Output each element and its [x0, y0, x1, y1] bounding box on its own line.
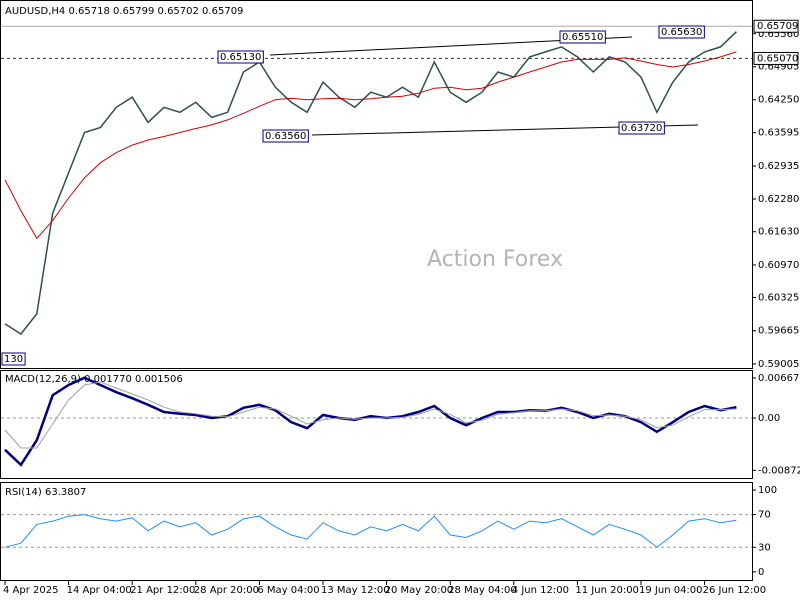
annotation-box — [262, 129, 309, 143]
annotation-label: 130 — [4, 354, 23, 365]
series-line — [4, 381, 737, 449]
series-line — [4, 514, 737, 548]
price-box — [753, 19, 799, 33]
annotation-box — [559, 30, 606, 44]
x-tick-label: 11 Jun 20:00 — [575, 585, 639, 596]
y-tick-label: 0.00 — [758, 413, 780, 424]
y-tick-label: 0.65560 — [758, 29, 799, 40]
annotation-box — [217, 50, 264, 64]
y-tick-label: 70 — [758, 510, 771, 521]
y-tick-label: 0.64905 — [758, 62, 799, 73]
annotation-label: 0.65130 — [220, 52, 261, 63]
y-tick-label: -0.008724 — [758, 465, 800, 476]
x-tick-label: 20 May 20:00 — [385, 585, 454, 596]
x-tick-label: 19 Jun 04:00 — [639, 585, 703, 596]
annotation-label: 0.63720 — [621, 123, 662, 134]
macd-title: MACD(12,26,9) 0.001770 0.001506 — [5, 374, 183, 385]
series-line — [4, 31, 737, 335]
watermark: Action Forex — [427, 247, 563, 272]
x-tick-label: 26 Jun 12:00 — [703, 585, 767, 596]
y-tick-label: 0.62935 — [758, 161, 799, 172]
annotation-label: 0.65630 — [661, 27, 702, 38]
series-line — [4, 51, 737, 240]
rsi-title: RSI(14) 63.3807 — [5, 487, 86, 498]
y-tick-label: 100 — [758, 485, 777, 496]
x-tick-label: 14 Apr 04:00 — [67, 585, 132, 596]
y-tick-label: 0.64250 — [758, 95, 799, 106]
y-tick-label: 0.60325 — [758, 292, 799, 303]
macd-panel — [0, 370, 753, 479]
x-tick-label: 28 May 04:00 — [448, 585, 517, 596]
y-tick-label: 0.60970 — [758, 260, 799, 271]
x-tick-label: 4 Jun 12:00 — [512, 585, 569, 596]
y-tick-label: 0.006675 — [758, 373, 800, 384]
annotation-box — [658, 25, 705, 39]
y-tick-label: 0.61630 — [758, 227, 799, 238]
x-tick-label: 4 Apr 2025 — [3, 585, 58, 596]
y-tick-label: 30 — [758, 542, 771, 553]
annotation-box — [618, 121, 665, 135]
y-tick-label: 0.63595 — [758, 128, 799, 139]
y-tick-label: 0 — [758, 567, 764, 578]
annotation-box — [1, 352, 26, 366]
x-tick-label: 28 Apr 20:00 — [194, 585, 259, 596]
series-line — [4, 376, 737, 467]
annotation-label: 0.65510 — [562, 32, 603, 43]
y-tick-label: 0.59005 — [758, 359, 799, 370]
price-label: 0.65709 — [757, 21, 798, 32]
price-label: 0.65070 — [757, 53, 798, 64]
x-tick-label: 6 May 04:00 — [257, 585, 319, 596]
chart-title: AUDUSD,H4 0.65718 0.65799 0.65702 0.6570… — [5, 6, 243, 17]
price-box — [753, 51, 799, 65]
rsi-panel — [0, 482, 753, 581]
x-tick-label: 13 May 12:00 — [321, 585, 390, 596]
y-tick-label: 0.59665 — [758, 326, 799, 337]
x-tick-label: 21 Apr 12:00 — [130, 585, 195, 596]
main-panel — [0, 0, 753, 369]
y-tick-label: 0.62280 — [758, 194, 799, 205]
annotation-label: 0.63560 — [265, 131, 306, 142]
